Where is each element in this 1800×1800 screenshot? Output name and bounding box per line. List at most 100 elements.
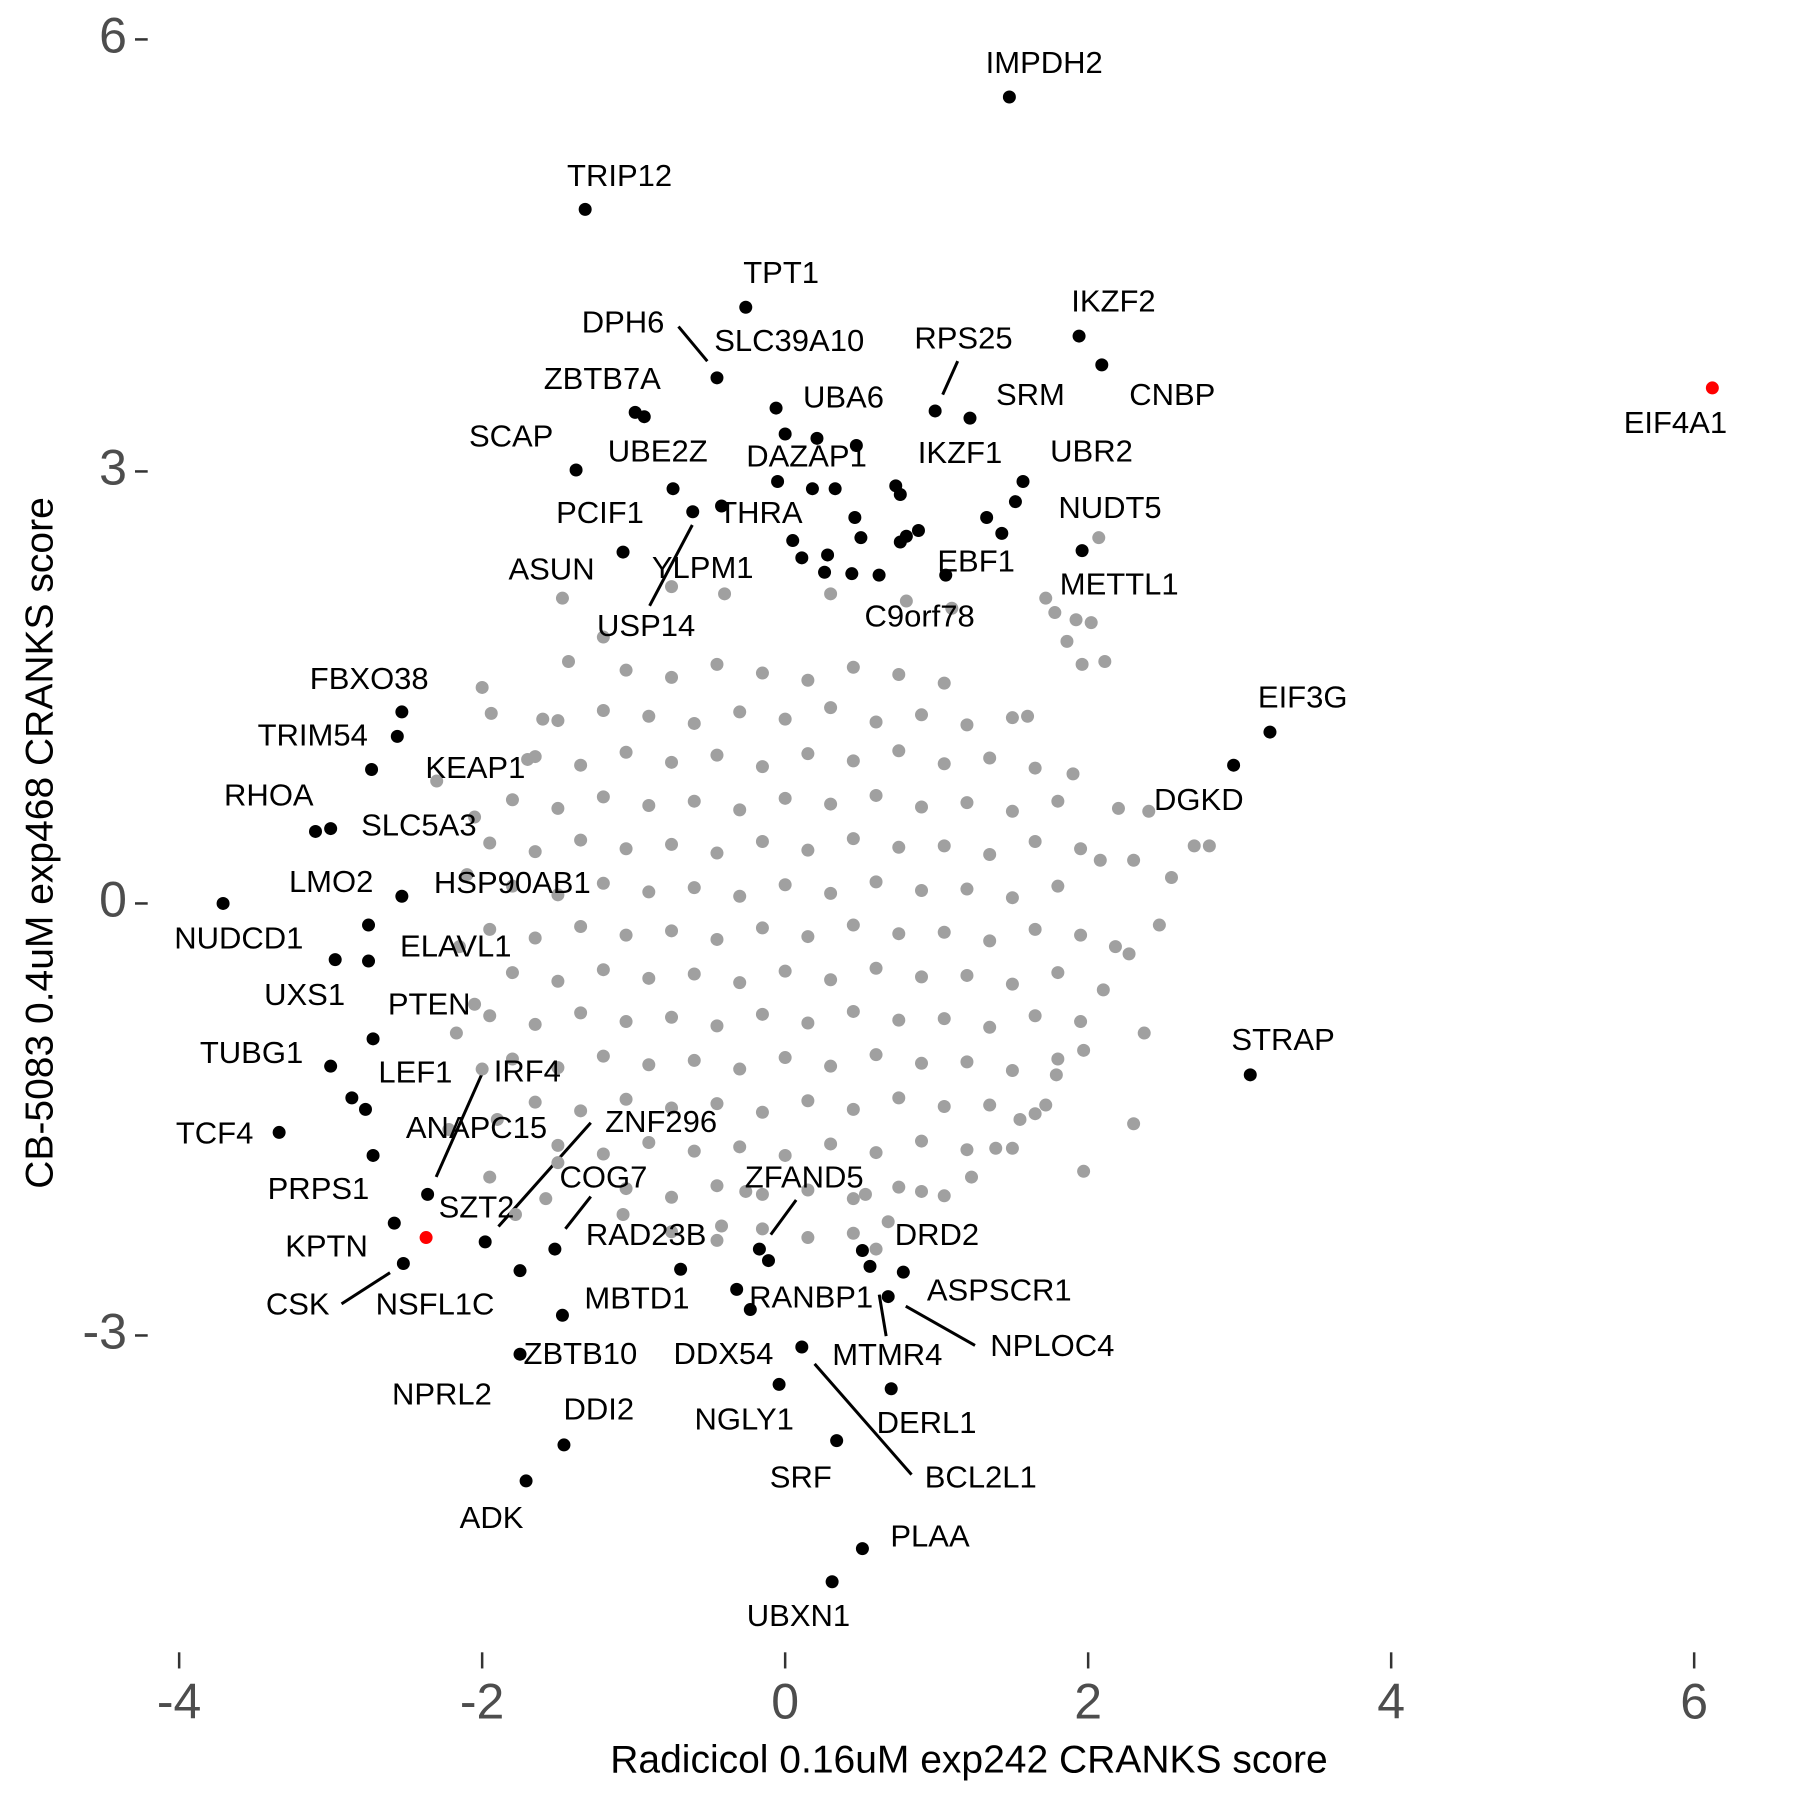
point (995, 526, 1009, 540)
point (1005, 711, 1019, 725)
point (596, 876, 610, 890)
point-label: DRD2 (895, 1217, 979, 1252)
point-label: RHOA (224, 777, 314, 812)
point-label: SRF (770, 1459, 832, 1494)
point (715, 499, 729, 513)
point (828, 482, 842, 496)
point (937, 925, 951, 939)
point (666, 482, 680, 496)
point (739, 300, 753, 314)
y-tick-label: 6 (99, 8, 127, 64)
point (1077, 1164, 1091, 1178)
point-label: CNBP (1129, 377, 1215, 412)
point (801, 843, 815, 857)
point (616, 1208, 630, 1222)
point-label: NPLOC4 (990, 1328, 1114, 1363)
point (1005, 977, 1019, 991)
point (362, 918, 376, 932)
point (848, 511, 862, 525)
point (1127, 1117, 1141, 1131)
point (778, 427, 792, 441)
point (505, 1052, 519, 1066)
point (801, 1231, 815, 1245)
point (1028, 1009, 1042, 1023)
point (345, 1091, 359, 1105)
x-tick-label: -2 (460, 1674, 504, 1730)
point (1002, 90, 1016, 104)
point-label: UBA6 (803, 379, 884, 414)
point (786, 534, 800, 548)
point-label: RANBP1 (749, 1279, 873, 1314)
point (419, 1231, 433, 1245)
point (596, 963, 610, 977)
point-label: SLC5A3 (361, 807, 476, 842)
point-label: BCL2L1 (925, 1459, 1037, 1494)
point-label: PLAA (890, 1518, 970, 1553)
point (1039, 1098, 1053, 1112)
point (983, 934, 997, 948)
point (824, 587, 838, 601)
point (551, 1138, 565, 1152)
point (574, 1104, 588, 1118)
point (892, 744, 906, 758)
point-label: ZFAND5 (745, 1159, 864, 1194)
point (733, 976, 747, 990)
point (854, 531, 868, 545)
point (1164, 871, 1178, 885)
point (616, 545, 630, 559)
point (551, 1061, 565, 1075)
point (710, 1097, 724, 1111)
point (896, 1265, 910, 1279)
point (490, 1112, 504, 1126)
x-tick-label: 4 (1377, 1674, 1405, 1730)
point (801, 1016, 815, 1030)
point (710, 1019, 724, 1033)
point (824, 1059, 838, 1073)
point (761, 1254, 775, 1268)
x-tick-label: 2 (1074, 1674, 1102, 1730)
point (665, 837, 679, 851)
point-label: PRPS1 (268, 1171, 370, 1206)
point (869, 961, 883, 975)
point (892, 927, 906, 941)
point (771, 475, 785, 489)
point (778, 712, 792, 726)
point-label: COG7 (560, 1159, 648, 1194)
point (1072, 329, 1086, 343)
point (983, 1020, 997, 1034)
point (1075, 544, 1089, 558)
point-label: UBXN1 (747, 1598, 850, 1633)
point-label: LMO2 (289, 864, 373, 899)
point (869, 715, 883, 729)
point (715, 1219, 729, 1233)
x-tick-label: -4 (157, 1674, 201, 1730)
point (642, 885, 656, 899)
point (551, 1156, 565, 1170)
point (449, 1026, 463, 1040)
point (619, 1015, 633, 1029)
point (642, 799, 656, 813)
point (395, 889, 409, 903)
point-label: DPH6 (582, 304, 665, 339)
point-label: TRIP12 (567, 158, 672, 193)
point (1013, 1112, 1027, 1126)
point (892, 1180, 906, 1194)
point (328, 953, 342, 967)
point (960, 1143, 974, 1157)
point-label: EIF3G (1258, 679, 1348, 714)
point (755, 760, 769, 774)
point (937, 1012, 951, 1026)
point-label: ANAPC15 (406, 1110, 547, 1145)
y-axis-title: CB-5083 0.4uM exp468 CRANKS score (18, 497, 61, 1189)
point (687, 967, 701, 981)
point (863, 1259, 877, 1273)
point (1008, 495, 1022, 509)
point (983, 1098, 997, 1112)
point (846, 1004, 860, 1018)
point (1051, 794, 1065, 808)
point (892, 1013, 906, 1027)
point (508, 1208, 522, 1222)
point-label: KPTN (285, 1229, 368, 1264)
point (358, 1102, 372, 1116)
